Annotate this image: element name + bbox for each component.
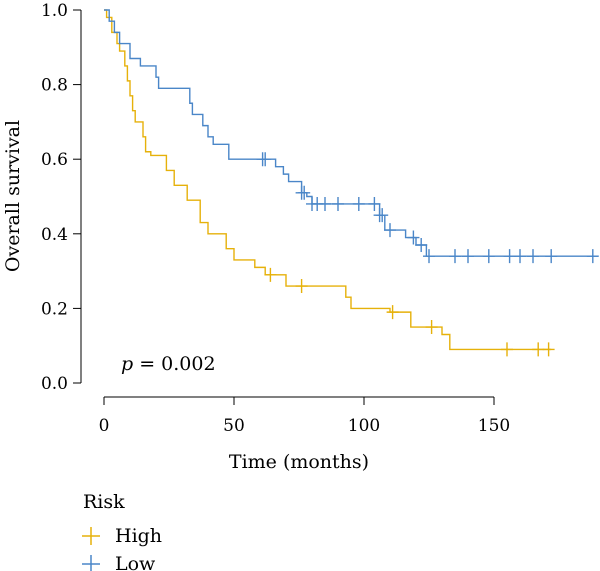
censor-mark-high bbox=[425, 320, 438, 335]
x-tick-group: 0 50 100 150 bbox=[99, 397, 510, 436]
censor-mark-high bbox=[532, 342, 545, 357]
y-axis-label: Overall survival bbox=[2, 120, 24, 272]
survival-curve-high bbox=[104, 9, 552, 351]
censor-mark-low bbox=[462, 249, 474, 264]
y-tick-label: 0.2 bbox=[41, 299, 68, 319]
y-tick-group: 0.0 0.2 0.4 0.6 0.8 1.0 bbox=[41, 1, 81, 394]
legend-label-high: High bbox=[115, 525, 162, 547]
survival-curve-low bbox=[104, 9, 598, 257]
p-symbol: p bbox=[121, 353, 133, 375]
p-value-annotation: p = 0.002 bbox=[121, 353, 216, 375]
censor-mark-low bbox=[527, 249, 539, 264]
censor-mark-low bbox=[514, 249, 526, 264]
series-low bbox=[104, 9, 599, 264]
censor-mark-low bbox=[482, 249, 495, 264]
legend-label-low: Low bbox=[115, 553, 156, 571]
censor-mark-low bbox=[407, 230, 420, 245]
censor-mark-low bbox=[298, 185, 311, 200]
x-axis-label: Time (months) bbox=[229, 451, 369, 473]
legend-title: Risk bbox=[83, 491, 125, 513]
y-tick-label: 0.0 bbox=[41, 374, 68, 394]
y-tick-label: 0.6 bbox=[41, 150, 68, 170]
y-tick-label: 0.8 bbox=[41, 76, 68, 96]
censor-mark-high bbox=[542, 342, 555, 357]
censor-mark-low bbox=[503, 249, 516, 264]
series-layer bbox=[104, 9, 599, 357]
censor-mark-low bbox=[259, 152, 272, 167]
legend-marker-low bbox=[82, 555, 100, 571]
x-tick-label: 50 bbox=[223, 416, 245, 436]
series-high bbox=[104, 9, 555, 357]
censor-mark-low bbox=[415, 237, 428, 252]
legend-entries: High Low bbox=[82, 525, 162, 571]
y-tick-label: 0.4 bbox=[41, 225, 68, 245]
censor-mark-high bbox=[264, 267, 277, 282]
x-tick-label: 100 bbox=[348, 416, 380, 436]
censor-mark-low bbox=[449, 249, 461, 264]
censor-mark-low bbox=[332, 196, 344, 211]
censor-mark-low bbox=[319, 196, 331, 211]
censor-mark-low bbox=[368, 196, 381, 211]
y-tick-label: 1.0 bbox=[41, 1, 68, 21]
x-tick-label: 150 bbox=[478, 416, 510, 436]
legend: Risk High Low bbox=[82, 491, 162, 571]
censor-mark-high bbox=[295, 279, 308, 294]
censor-mark-low bbox=[545, 249, 558, 264]
censor-mark-high bbox=[386, 305, 399, 320]
censor-mark-low bbox=[352, 196, 365, 211]
p-value-text: = 0.002 bbox=[133, 353, 215, 375]
x-tick-label: 0 bbox=[99, 416, 110, 436]
censor-mark-low bbox=[423, 249, 435, 264]
censor-mark-low bbox=[586, 249, 599, 264]
censor-mark-high bbox=[501, 342, 513, 357]
censor-mark-low bbox=[384, 223, 396, 238]
censor-mark-low bbox=[376, 208, 389, 223]
legend-marker-high bbox=[82, 527, 100, 545]
axes: 0.0 0.2 0.4 0.6 0.8 1.0 0 50 100 150 bbox=[41, 1, 510, 436]
